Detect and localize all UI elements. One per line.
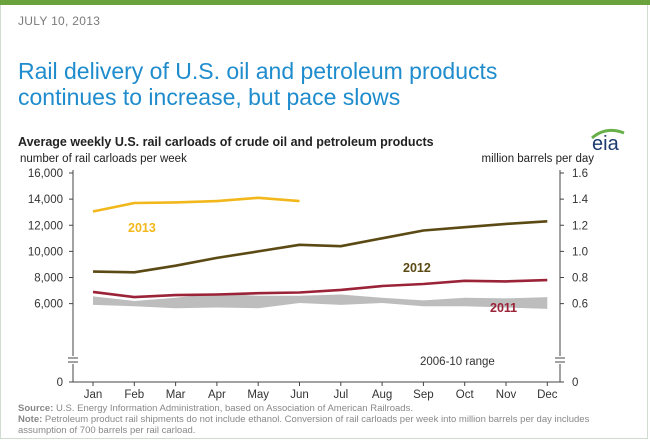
series-line-2012 [92, 220, 548, 274]
y-tick-label-right: 1.2 [572, 220, 588, 232]
note-label: Note: [18, 414, 43, 425]
series-label-2012: 2012 [403, 261, 431, 275]
y-axis-left-label: number of rail carloads per week [20, 153, 187, 165]
chart-title: Average weekly U.S. rail carloads of cru… [18, 135, 434, 149]
x-tick-label: Apr [208, 389, 226, 401]
note-line: Note: Petroleum product rail shipments d… [18, 414, 638, 436]
y-tick-label-left: 6,000 [34, 299, 63, 311]
y-tick-label-left: 0 [57, 377, 63, 389]
x-tick-label: Mar [166, 389, 186, 401]
footer: Source: U.S. Energy Information Administ… [18, 403, 638, 436]
x-tick-label: Oct [456, 389, 475, 401]
y-tick-label-right: 0.8 [572, 273, 588, 285]
source-line: Source: U.S. Energy Information Administ… [18, 403, 638, 414]
series-line-2011 [92, 278, 548, 299]
x-tick-label: Sep [413, 389, 433, 401]
source-label: Source: [18, 403, 54, 414]
x-tick-label: Feb [124, 389, 144, 401]
eia-logo-text: eia [592, 133, 620, 155]
range-band-label: 2006-10 range [420, 356, 495, 368]
publication-date: JULY 10, 2013 [18, 14, 101, 28]
y-tick-label-left: 14,000 [28, 194, 63, 206]
x-tick-label: Jul [333, 389, 348, 401]
y-tick-label-left: 8,000 [34, 273, 63, 285]
x-tick-label: Jan [84, 389, 103, 401]
series-line-2013 [92, 196, 300, 213]
source-text: U.S. Energy Information Administration, … [56, 403, 413, 414]
series-label-2013: 2013 [128, 221, 156, 235]
y-axis-right-label: million barrels per day [482, 153, 595, 165]
x-tick-label: May [247, 389, 269, 401]
range-band-2006-10 [93, 293, 548, 309]
y-tick-label-right: 0 [572, 377, 578, 389]
y-tick-label-left: 16,000 [28, 168, 63, 180]
y-tick-label-right: 0.6 [572, 299, 588, 311]
y-tick-label-right: 1.6 [572, 168, 588, 180]
y-tick-label-left: 12,000 [28, 220, 63, 232]
y-tick-label-left: 10,000 [28, 246, 63, 258]
x-tick-label: Aug [372, 389, 392, 401]
x-tick-label: Nov [496, 389, 517, 401]
headline: Rail delivery of U.S. oil and petroleum … [18, 58, 498, 110]
x-tick-label: Dec [537, 389, 558, 401]
y-tick-label-right: 1.4 [572, 194, 589, 206]
top-accent-bar [0, 0, 650, 5]
y-tick-label-right: 1.0 [572, 246, 588, 258]
plot-area: 16,000 1.6 14,000 1.4 12,000 1.2 10,000 1.0 8,00… [28, 168, 589, 401]
x-tick-label: Jun [290, 389, 309, 401]
series-label-2011: 2011 [490, 301, 517, 315]
eia-logo: eia [591, 128, 625, 155]
note-text: Petroleum product rail shipments do not … [18, 414, 590, 436]
